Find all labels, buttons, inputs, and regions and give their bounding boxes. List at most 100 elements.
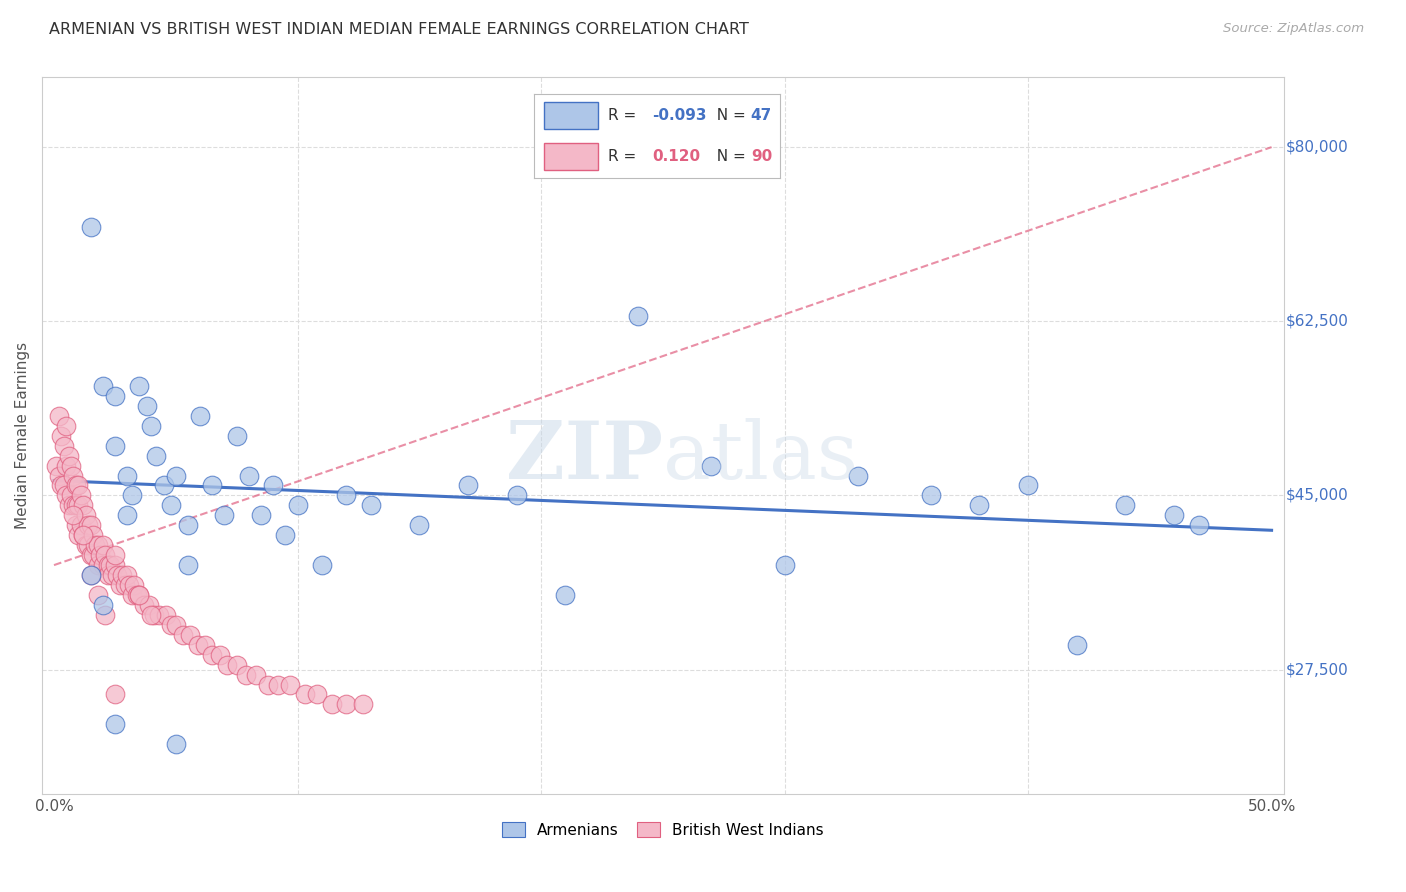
Point [79, 568, 101, 582]
Point [87, 538, 110, 552]
Point [79, 518, 101, 533]
Point [920, 488, 942, 502]
Point [235, 667, 257, 681]
Point [67, 499, 90, 513]
Point [1163, 508, 1185, 523]
Point [262, 478, 284, 492]
Point [1017, 478, 1039, 492]
Point [89, 548, 111, 562]
Point [96, 568, 118, 582]
Point [77, 518, 100, 533]
Text: atlas: atlas [662, 418, 858, 496]
Point [138, 598, 160, 612]
Point [60, 458, 83, 473]
Point [1114, 499, 1136, 513]
Point [408, 518, 430, 533]
Point [72, 528, 94, 542]
Point [457, 478, 479, 492]
Point [165, 468, 187, 483]
Point [115, 508, 138, 523]
Point [91, 538, 114, 552]
Point [62, 508, 84, 523]
Point [111, 568, 134, 582]
Point [274, 528, 297, 542]
Point [72, 528, 94, 542]
Point [65, 518, 87, 533]
Text: -0.093: -0.093 [652, 108, 707, 123]
Point [65, 499, 87, 513]
Point [142, 607, 165, 622]
Point [177, 518, 200, 533]
Point [58, 499, 80, 513]
Point [700, 458, 723, 473]
Point [128, 588, 150, 602]
Point [91, 598, 114, 612]
Point [94, 607, 117, 622]
Point [79, 219, 101, 234]
Point [165, 617, 187, 632]
Point [335, 698, 357, 712]
Point [65, 478, 87, 492]
Point [67, 528, 90, 542]
Point [177, 558, 200, 573]
Text: $62,500: $62,500 [1286, 314, 1350, 329]
Point [84, 538, 107, 552]
Point [152, 478, 174, 492]
Text: ZIP: ZIP [506, 418, 662, 496]
Point [45, 458, 67, 473]
Point [201, 478, 224, 492]
Point [278, 677, 301, 691]
Point [108, 578, 131, 592]
Point [969, 499, 991, 513]
Point [121, 588, 143, 602]
Point [135, 399, 157, 413]
Point [62, 468, 84, 483]
Text: Source: ZipAtlas.com: Source: ZipAtlas.com [1223, 22, 1364, 36]
Point [104, 389, 127, 403]
Point [305, 688, 328, 702]
Point [114, 578, 136, 592]
Point [257, 677, 280, 691]
Point [75, 538, 97, 552]
Point [215, 657, 238, 672]
Point [287, 499, 309, 513]
Point [82, 548, 104, 562]
Point [132, 598, 155, 612]
Point [267, 677, 290, 691]
Point [773, 558, 796, 573]
Point [48, 468, 70, 483]
Point [145, 449, 167, 463]
Text: 0.120: 0.120 [652, 149, 700, 164]
Point [91, 558, 114, 573]
Point [101, 568, 124, 582]
Point [360, 499, 382, 513]
Point [238, 468, 260, 483]
Point [128, 588, 150, 602]
Point [94, 548, 117, 562]
Point [104, 558, 127, 573]
Point [77, 538, 100, 552]
Point [67, 478, 90, 492]
Text: $27,500: $27,500 [1286, 662, 1348, 677]
Point [187, 638, 209, 652]
Text: R =: R = [607, 108, 641, 123]
Point [104, 717, 127, 731]
Point [627, 310, 650, 324]
Point [165, 737, 187, 751]
Point [51, 478, 73, 492]
Point [69, 518, 91, 533]
Point [846, 468, 869, 483]
Point [179, 628, 201, 642]
Point [1066, 638, 1088, 652]
Point [201, 648, 224, 662]
Point [55, 418, 77, 433]
Point [155, 607, 177, 622]
Legend: Armenians, British West Indians: Armenians, British West Indians [496, 815, 830, 844]
Point [55, 458, 77, 473]
Point [505, 488, 527, 502]
Point [104, 688, 127, 702]
Point [51, 428, 73, 442]
Point [294, 688, 316, 702]
Point [115, 468, 138, 483]
Point [62, 499, 84, 513]
